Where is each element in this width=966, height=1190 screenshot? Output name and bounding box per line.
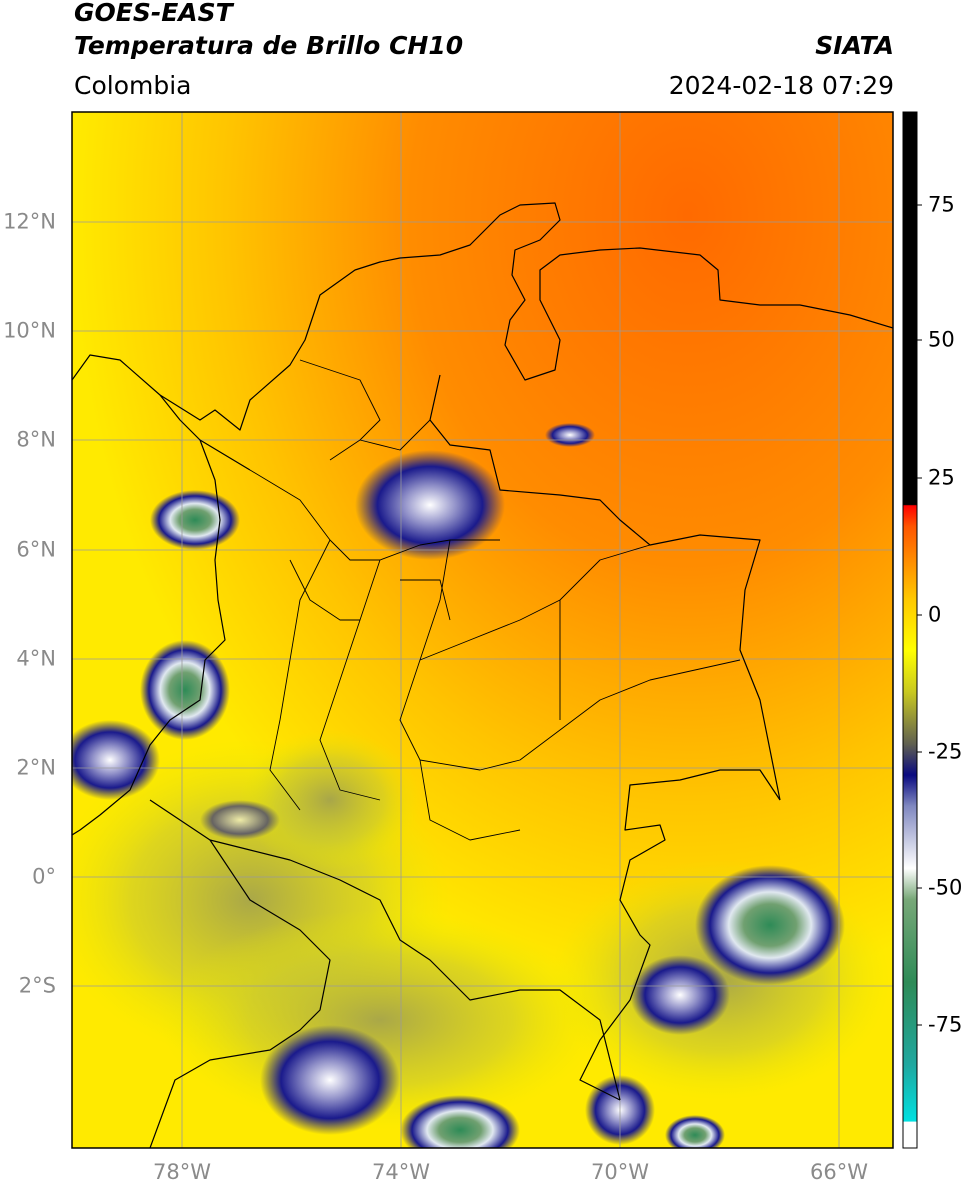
convective-cloud	[630, 955, 730, 1035]
latitude-label: 2°S	[18, 973, 56, 998]
convective-cloud	[140, 640, 230, 740]
colorbar-ticks	[917, 204, 922, 1026]
convective-cloud	[695, 865, 845, 985]
colorbar-label: -50	[928, 875, 963, 900]
latitude-label: 4°N	[16, 646, 56, 671]
department-boundaries	[249, 359, 741, 841]
graticule	[72, 112, 893, 1148]
colorbar-label: 25	[928, 465, 955, 490]
convective-cloud	[665, 1115, 725, 1148]
convective-cloud	[400, 1095, 520, 1148]
organization-label: SIATA	[815, 31, 894, 60]
border-colombia-brazil	[579, 769, 781, 1101]
datetime-label: 2024-02-18 07:29	[668, 71, 894, 100]
product-title: Temperatura de Brillo CH10	[74, 31, 464, 60]
colorbar	[902, 111, 918, 1149]
longitude-label: 66°W	[810, 1160, 868, 1184]
longitude-label: 78°W	[153, 1160, 211, 1184]
border-panama	[199, 439, 251, 471]
coastline-caribbean	[72, 202, 893, 431]
latitude-label: 10°N	[3, 318, 56, 343]
convective-cloud	[150, 490, 240, 550]
coastline-pacific	[72, 394, 226, 836]
longitude-label: 74°W	[372, 1160, 430, 1184]
brightness-temperature-field	[72, 112, 893, 1148]
border-colombia-peru-ecuador	[149, 799, 621, 1101]
region-label: Colombia	[74, 71, 192, 100]
colorbar-label: 75	[928, 192, 955, 217]
satellite-title: GOES-EAST	[74, 0, 233, 27]
latitude-label: 8°N	[16, 427, 56, 452]
convective-cloud	[545, 423, 595, 447]
convective-cloud	[72, 720, 160, 800]
colorbar-label: -75	[928, 1012, 963, 1037]
colorbar-label: -25	[928, 739, 963, 764]
map-frame	[71, 111, 894, 1149]
convective-cloud	[260, 1025, 400, 1135]
longitude-label: 70°W	[591, 1160, 649, 1184]
border-colombia-venezuela	[429, 374, 781, 801]
latitude-label: 0°	[32, 864, 56, 889]
convective-cloud	[355, 450, 505, 560]
latitude-label: 12°N	[3, 209, 56, 234]
border-ecuador-peru	[149, 839, 331, 1148]
latitude-label: 6°N	[16, 537, 56, 562]
colorbar-label: 0	[928, 602, 942, 627]
colorbar-label: 50	[928, 327, 955, 352]
latitude-label: 2°N	[16, 755, 56, 780]
